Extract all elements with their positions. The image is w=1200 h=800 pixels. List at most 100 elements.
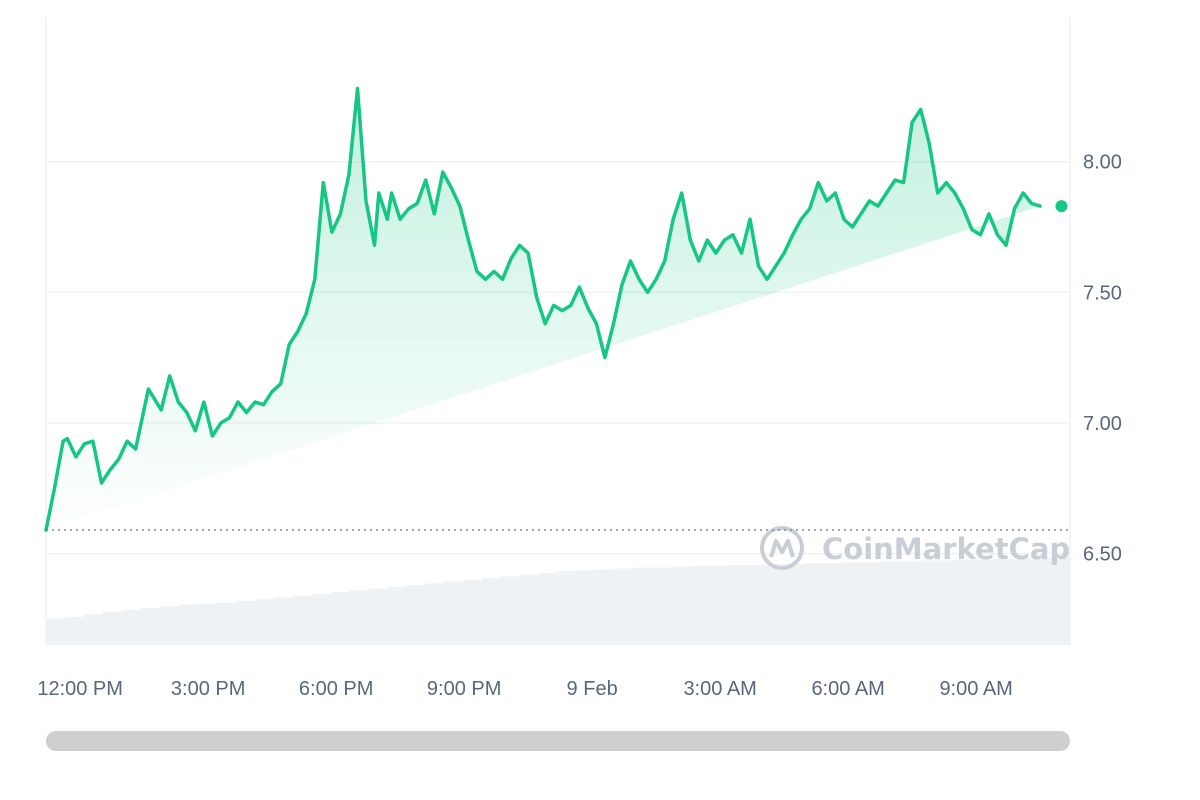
volume-bar	[728, 564, 749, 645]
logo-wave-icon	[769, 539, 795, 558]
data-point	[971, 229, 973, 231]
data-point	[621, 283, 623, 285]
volume-bar	[197, 603, 218, 645]
data-point	[681, 192, 683, 194]
data-point	[433, 213, 435, 215]
data-point	[911, 122, 913, 124]
volume-bar	[368, 588, 388, 645]
data-point	[502, 278, 504, 280]
current-price-marker[interactable]	[1055, 200, 1068, 213]
data-point	[792, 234, 794, 236]
watermark-text: CoinMarketCap	[822, 532, 1070, 566]
data-point	[374, 244, 376, 246]
data-point	[271, 391, 273, 393]
data-point	[783, 252, 785, 254]
volume-bar	[46, 618, 66, 645]
data-point	[1014, 208, 1016, 210]
volume-bar	[330, 592, 350, 645]
data-point	[484, 278, 486, 280]
data-point	[766, 278, 768, 280]
data-point	[399, 218, 401, 220]
data-point	[246, 411, 248, 413]
volume-bar	[595, 569, 616, 645]
volume-bar	[842, 562, 862, 645]
data-point	[331, 231, 333, 233]
data-point	[493, 270, 495, 272]
volume-bar	[937, 560, 957, 645]
data-point	[945, 182, 947, 184]
data-point	[348, 174, 350, 176]
volume-bar	[311, 593, 331, 645]
volume-bar	[633, 567, 654, 645]
data-point	[288, 344, 290, 346]
data-point	[75, 456, 77, 458]
data-point	[62, 440, 64, 442]
volume-bar	[861, 562, 881, 645]
data-point	[519, 244, 521, 246]
volume-bar	[273, 597, 294, 645]
volume-bar	[254, 599, 275, 645]
volume-bar	[539, 572, 559, 645]
volume-bar	[709, 565, 730, 645]
data-point	[1039, 205, 1041, 207]
x-tick-label: 9 Feb	[567, 678, 618, 700]
data-point	[578, 286, 580, 288]
coinmarketcap-logo-icon	[760, 526, 804, 570]
data-point	[135, 448, 137, 450]
x-tick-label: 9:00 PM	[427, 678, 501, 700]
data-point	[280, 383, 282, 385]
data-point	[868, 200, 870, 202]
data-point	[561, 310, 563, 312]
data-point	[570, 304, 572, 306]
data-point	[54, 487, 56, 489]
data-point	[1056, 0, 1058, 1]
data-point	[706, 239, 708, 241]
volume-bar	[671, 566, 692, 645]
data-point	[1031, 202, 1033, 204]
data-point	[689, 239, 691, 241]
data-point	[595, 323, 597, 325]
y-tick-label: 6.50	[1083, 544, 1122, 566]
volume-bar	[520, 574, 540, 645]
data-point	[450, 187, 452, 189]
data-point	[45, 529, 47, 531]
data-point	[954, 192, 956, 194]
data-point	[254, 401, 256, 403]
data-point	[467, 239, 469, 241]
data-point	[877, 205, 879, 207]
volume-bar	[956, 559, 976, 645]
data-point	[169, 375, 171, 377]
volume-bar	[444, 581, 464, 645]
price-area-fill	[46, 88, 1041, 531]
data-point	[996, 234, 998, 236]
data-point	[263, 404, 265, 406]
data-point	[638, 278, 640, 280]
data-point	[817, 182, 819, 184]
gridlines	[45, 18, 1071, 645]
x-tick-label: 3:00 AM	[683, 678, 756, 700]
volume-bar	[235, 601, 256, 645]
data-point	[66, 438, 68, 440]
data-point	[962, 208, 964, 210]
data-point	[194, 430, 196, 432]
volume-bar	[652, 567, 673, 645]
y-tick-label: 8.00	[1083, 152, 1122, 174]
volume-bar	[501, 576, 521, 645]
data-point	[937, 192, 939, 194]
data-point	[118, 459, 120, 461]
time-range-scrollbar[interactable]	[46, 731, 1070, 751]
data-point	[851, 226, 853, 228]
data-point	[92, 440, 94, 442]
x-tick-label: 6:00 AM	[811, 678, 884, 700]
data-point	[476, 270, 478, 272]
data-point	[920, 108, 922, 110]
data-point	[715, 252, 717, 254]
volume-bar	[64, 616, 85, 645]
data-point	[809, 208, 811, 210]
data-point	[126, 440, 128, 442]
data-point	[1060, 0, 1062, 1]
watermark: CoinMarketCap	[760, 526, 1070, 570]
x-tick-label: 12:00 PM	[37, 678, 123, 700]
x-tick-label: 3:00 PM	[171, 678, 245, 700]
